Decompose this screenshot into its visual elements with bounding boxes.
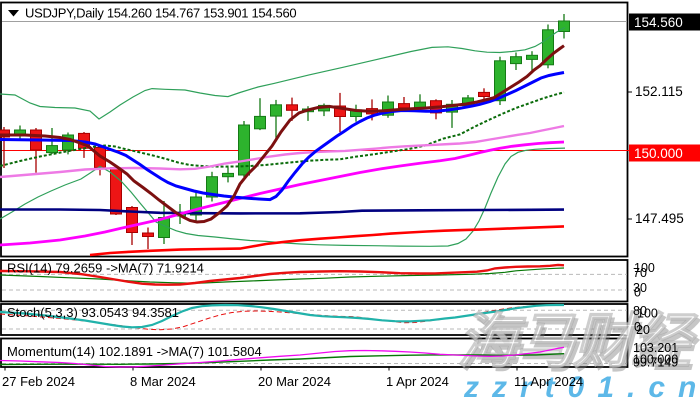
svg-text:1 Apr 2024: 1 Apr 2024 xyxy=(386,374,449,389)
svg-text:Momentum(14) 102.1891 ->MA(7): Momentum(14) 102.1891 ->MA(7) 101.5804 xyxy=(7,344,262,359)
svg-text:海马财经: 海马财经 xyxy=(454,308,700,375)
svg-text:20: 20 xyxy=(636,323,650,337)
svg-text:99.7149: 99.7149 xyxy=(633,356,678,370)
svg-text:30: 30 xyxy=(633,281,647,295)
svg-text:100: 100 xyxy=(637,307,658,321)
svg-text:11 Apr 2024: 11 Apr 2024 xyxy=(514,374,583,389)
svg-text:154.560: 154.560 xyxy=(634,15,683,30)
svg-text:8 Mar 2024: 8 Mar 2024 xyxy=(130,374,196,389)
svg-text:Stoch(5,3,3) 93.0543 94.3581: Stoch(5,3,3) 93.0543 94.3581 xyxy=(7,305,179,320)
svg-text:0: 0 xyxy=(634,320,641,334)
svg-text:103.201: 103.201 xyxy=(633,341,678,355)
svg-text:USDJPY,Daily 154.260 154.767: USDJPY,Daily 154.260 154.767 153.901 154… xyxy=(25,6,296,21)
svg-text:27 Feb 2024: 27 Feb 2024 xyxy=(2,374,75,389)
svg-text:海马财经: 海马财经 xyxy=(457,312,700,379)
svg-text:100.000: 100.000 xyxy=(633,353,678,367)
svg-text:zzrt01.cn: zzrt01.cn xyxy=(463,371,700,400)
svg-text:80: 80 xyxy=(633,304,647,318)
svg-text:100: 100 xyxy=(634,261,655,275)
svg-text:0: 0 xyxy=(634,286,641,300)
svg-text:20 Mar 2024: 20 Mar 2024 xyxy=(258,374,331,389)
svg-text:147.495: 147.495 xyxy=(635,211,684,226)
svg-text:RSI(14) 79.2659 ->MA(7) 71.92: RSI(14) 79.2659 ->MA(7) 71.9214 xyxy=(7,261,204,276)
svg-text:150.000: 150.000 xyxy=(634,146,683,161)
svg-text:152.115: 152.115 xyxy=(635,84,683,99)
svg-text:70: 70 xyxy=(633,266,647,280)
